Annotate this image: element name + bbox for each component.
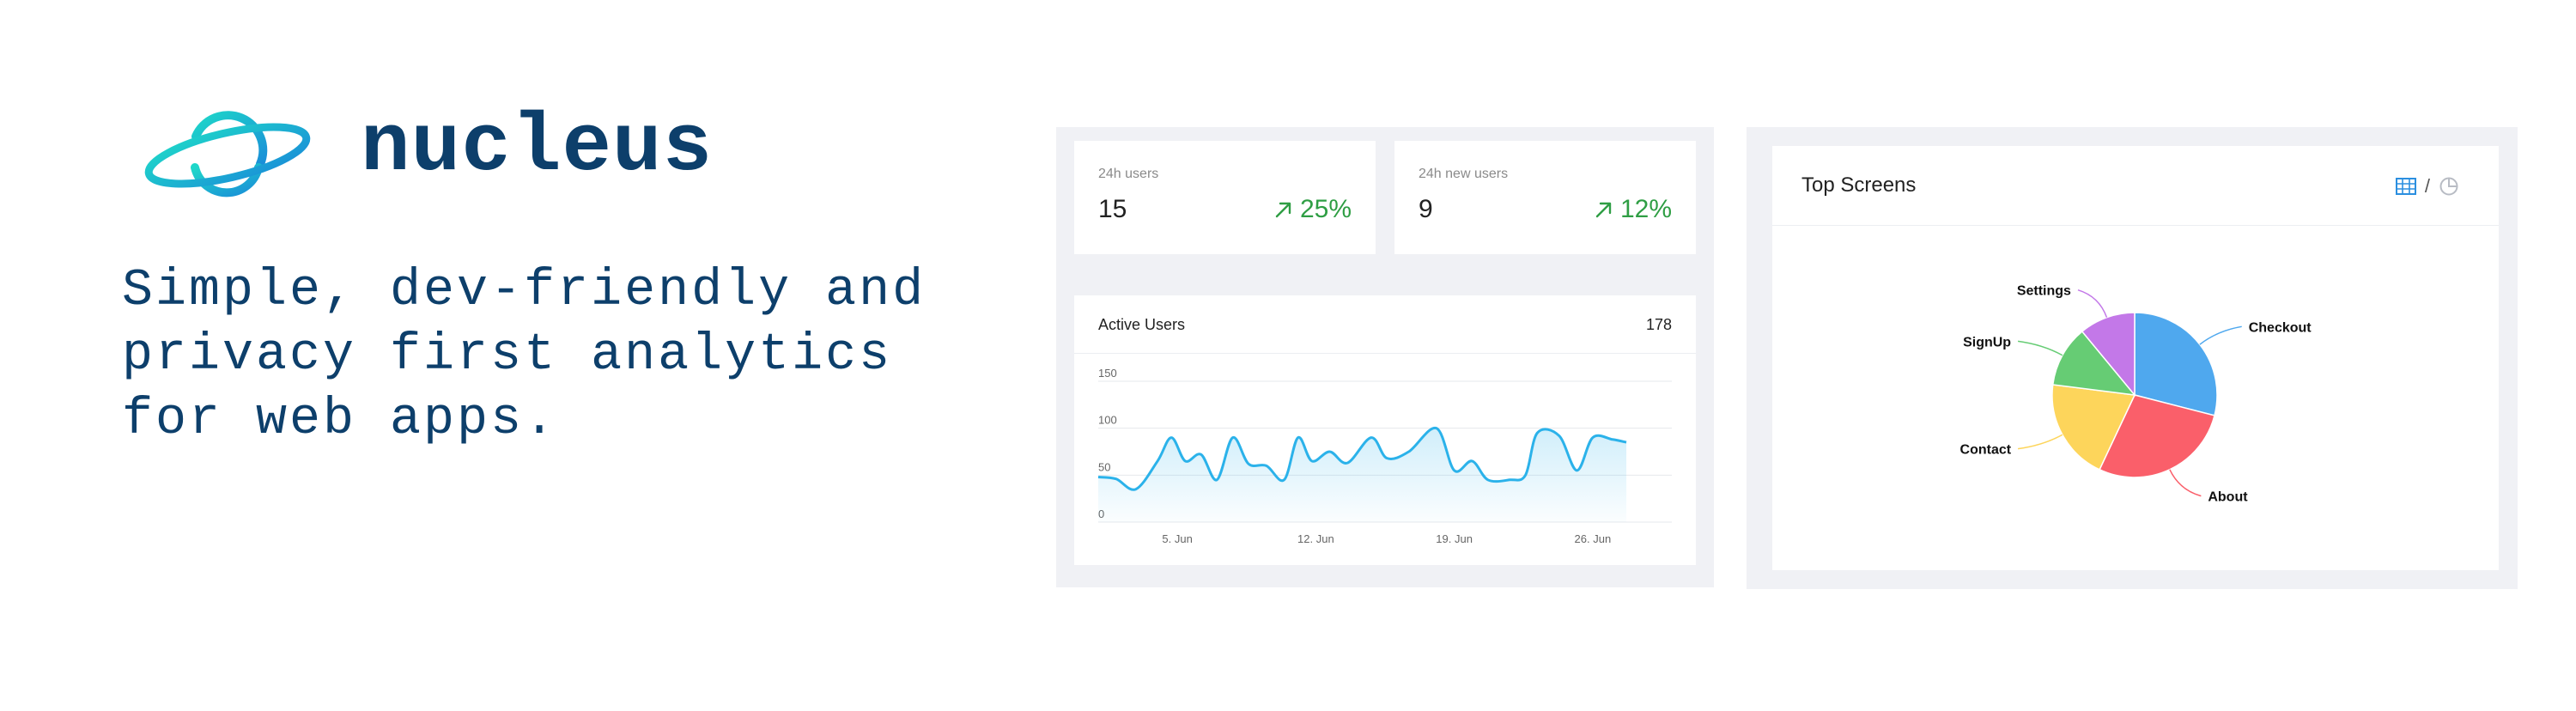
pie-slice-about <box>2099 394 2215 478</box>
stat-value: 9 <box>1419 195 1433 223</box>
active-users-count: 178 <box>1645 316 1672 333</box>
pie-connector <box>2077 289 2108 318</box>
stat-card-new-users: 24h new users 9 12% <box>1394 141 1696 254</box>
pie-chart-icon[interactable] <box>2439 176 2459 197</box>
dashboard-panel: 24h users 15 25% 24h new users 9 12% Act… <box>1056 127 1714 587</box>
top-screens-card: Top Screens / Checkout About Contact SignUp… <box>1772 146 2499 570</box>
pie-label: About <box>2208 490 2248 505</box>
top-screens-title: Top Screens <box>1801 173 1917 197</box>
card-divider <box>1772 225 2499 226</box>
x-tick-label: 12. Jun <box>1297 532 1334 545</box>
y-tick-label: 100 <box>1098 414 1117 427</box>
pie-connector <box>2017 434 2063 450</box>
x-tick-label: 5. Jun <box>1162 532 1192 545</box>
pie-label: Contact <box>1960 443 2012 458</box>
stat-change: 12% <box>1595 195 1672 224</box>
stat-value: 15 <box>1098 195 1127 223</box>
stat-label: 24h users <box>1098 167 1159 181</box>
stat-label: 24h new users <box>1419 167 1509 181</box>
card-divider <box>1074 353 1696 354</box>
y-tick-label: 50 <box>1098 460 1110 473</box>
pie-slice-settings <box>2081 312 2136 398</box>
pie-label: SignUp <box>1963 335 2011 349</box>
x-tick-label: 19. Jun <box>1436 532 1473 545</box>
view-separator: / <box>2424 175 2430 197</box>
pie-label: Checkout <box>2249 320 2312 335</box>
brand-name: nucleus <box>361 100 714 194</box>
view-toggle: / <box>2395 175 2459 198</box>
planet-icon <box>144 111 311 198</box>
series-line <box>1097 427 1627 491</box>
pie-connector <box>2169 469 2202 497</box>
active-users-title: Active Users <box>1098 316 1186 333</box>
y-tick-label: 150 <box>1098 367 1117 380</box>
hero: nucleus Simple, dev-friendly and privacy… <box>0 0 1030 711</box>
pie-label: Settings <box>2017 284 2071 299</box>
series-area <box>1098 428 1627 522</box>
pie-slice-signup <box>2051 330 2136 396</box>
stat-change-value: 12% <box>1619 195 1672 223</box>
stat-card-users: 24h users 15 25% <box>1074 141 1376 254</box>
stat-change: 25% <box>1274 195 1352 224</box>
tagline: Simple, dev-friendly and privacy first a… <box>122 262 927 449</box>
arrow-up-right-icon <box>1595 202 1612 218</box>
table-icon[interactable] <box>2395 178 2416 195</box>
pie-connector <box>2199 325 2242 345</box>
pie-slice-contact <box>2051 384 2136 471</box>
pie-connector <box>2017 340 2063 356</box>
top-screens-panel: Top Screens / Checkout About Contact SignUp… <box>1747 127 2518 589</box>
stat-change-value: 25% <box>1299 195 1352 223</box>
pie-slice-checkout <box>2134 312 2218 416</box>
arrow-up-right-icon <box>1275 202 1291 218</box>
top-screens-pie: Checkout About Contact SignUp Settings <box>1960 284 2312 505</box>
x-tick-label: 26. Jun <box>1575 532 1612 545</box>
